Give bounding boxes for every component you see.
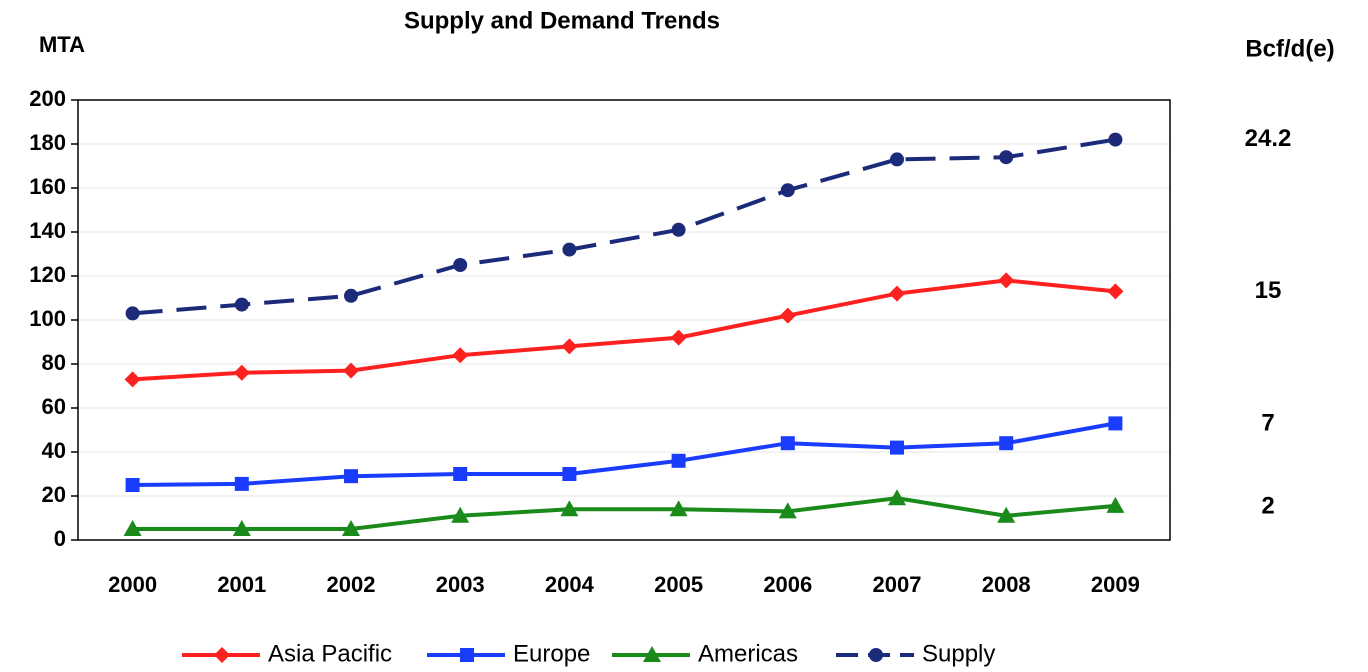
data-point	[999, 436, 1014, 451]
y-tick-label: 60	[42, 394, 66, 419]
legend-label: Europe	[513, 640, 590, 667]
x-tick-label: 2001	[217, 572, 266, 597]
data-point	[780, 436, 795, 451]
x-tick-label: 2008	[982, 572, 1031, 597]
legend-label: Americas	[698, 640, 798, 667]
data-point	[890, 152, 904, 167]
series-line	[132, 137, 1116, 316]
data-point	[453, 467, 468, 481]
data-point	[1107, 283, 1124, 300]
data-point	[778, 502, 797, 519]
data-point	[670, 329, 687, 346]
data-point	[1106, 496, 1125, 513]
y-tick-label: 20	[42, 482, 66, 507]
data-point	[234, 476, 249, 491]
y-tick-label: 100	[29, 306, 66, 331]
data-point	[888, 489, 906, 506]
legend-marker	[643, 646, 661, 662]
data-point	[779, 307, 796, 324]
data-point	[451, 506, 470, 523]
data-point	[560, 500, 579, 517]
data-point	[453, 258, 468, 272]
data-point	[889, 285, 905, 302]
data-point	[233, 364, 250, 381]
series-line	[132, 421, 1116, 487]
data-point	[890, 440, 904, 455]
data-point	[562, 242, 577, 257]
y-tick-label: 180	[29, 130, 66, 155]
y2-axis-title: Bcf/d(e)	[1245, 35, 1334, 62]
legend-marker	[460, 648, 474, 662]
series-line	[132, 496, 1116, 531]
data-point	[671, 222, 686, 237]
y2-tick-label: 24.2	[1245, 125, 1292, 152]
data-point	[669, 500, 688, 517]
x-tick-label: 2004	[545, 572, 595, 597]
legend-label: Asia Pacific	[268, 640, 392, 667]
series-line	[132, 278, 1116, 382]
data-point	[561, 338, 578, 355]
data-point	[344, 469, 358, 484]
data-point	[998, 272, 1015, 289]
x-tick-label: 2002	[327, 572, 376, 597]
data-point	[1108, 132, 1123, 147]
y2-tick-label: 15	[1255, 277, 1282, 304]
y-tick-label: 140	[29, 218, 66, 243]
data-point	[343, 362, 359, 379]
data-point	[125, 478, 140, 492]
data-point	[234, 297, 249, 312]
data-point	[125, 306, 140, 321]
data-point	[124, 371, 141, 388]
x-tick-label: 2003	[436, 572, 485, 597]
y-tick-label: 40	[42, 438, 66, 463]
x-tick-label: 2006	[763, 572, 812, 597]
y-tick-label: 120	[29, 262, 66, 287]
data-point	[1108, 416, 1123, 431]
y-tick-label: 160	[29, 174, 66, 199]
data-point	[452, 347, 469, 364]
data-point	[123, 520, 142, 536]
legend-marker	[869, 648, 883, 662]
y2-tick-label: 7	[1261, 410, 1274, 437]
data-point	[671, 453, 686, 468]
plot-border	[77, 99, 1171, 541]
data-point	[342, 520, 360, 536]
data-point	[344, 288, 358, 303]
x-tick-label: 2007	[873, 572, 922, 597]
y-axis-title: MTA	[39, 32, 85, 57]
y-tick-label: 80	[42, 350, 66, 375]
legend-marker	[214, 647, 230, 663]
x-tick-label: 2005	[654, 572, 703, 597]
chart-title: Supply and Demand Trends	[404, 7, 720, 34]
legend-label: Supply	[922, 640, 995, 667]
data-point	[562, 467, 577, 481]
x-tick-label: 2000	[108, 572, 157, 597]
data-point	[232, 520, 251, 536]
data-point	[780, 183, 795, 198]
data-point	[999, 150, 1014, 165]
x-tick-label: 2009	[1091, 572, 1140, 597]
y2-tick-label: 2	[1261, 492, 1274, 519]
y-tick-label: 200	[29, 86, 66, 111]
y-tick-label: 0	[54, 526, 66, 551]
data-point	[997, 506, 1016, 523]
